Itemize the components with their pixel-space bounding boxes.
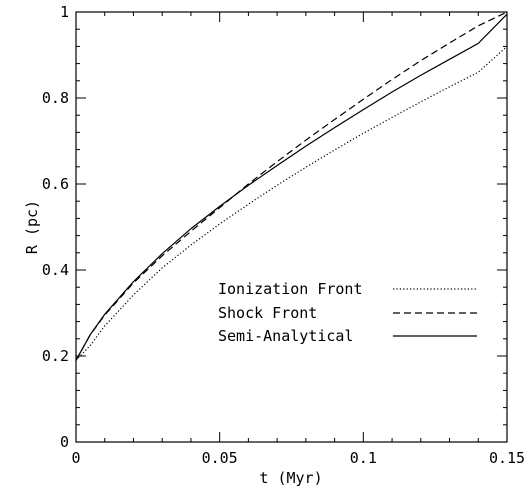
- y-tick-label: 0: [60, 433, 69, 451]
- y-tick-label: 0.4: [42, 261, 69, 279]
- series-line-shock-front: [75, 11, 508, 361]
- tick-labels: 0 0.05 0.1 0.15 0 0.2 0.4 0.6 0.8 1: [42, 3, 525, 467]
- x-tick-label: 0.15: [489, 449, 525, 467]
- y-axis-label: R (pc): [23, 200, 41, 254]
- y-tick-label: 0.6: [42, 175, 69, 193]
- y-tick-label: 1: [60, 3, 69, 21]
- legend-label: Shock Front: [218, 304, 317, 322]
- y-tick-label: 0.8: [42, 89, 69, 107]
- series-line-semi-analytical: [75, 13, 508, 361]
- plot-frame: [75, 11, 508, 443]
- y-tick-label: 0.2: [42, 347, 69, 365]
- x-tick-label: 0: [71, 449, 80, 467]
- legend-label: Semi-Analytical: [218, 327, 353, 345]
- x-axis-label: t (Myr): [259, 469, 322, 487]
- legend-label: Ionization Front: [218, 280, 363, 298]
- axis-ticks: [75, 11, 508, 443]
- series-lines: [75, 11, 508, 361]
- x-tick-label: 0.1: [350, 449, 377, 467]
- x-tick-label: 0.05: [202, 449, 238, 467]
- legend: Ionization Front Shock Front Semi-Analytic…: [218, 280, 477, 345]
